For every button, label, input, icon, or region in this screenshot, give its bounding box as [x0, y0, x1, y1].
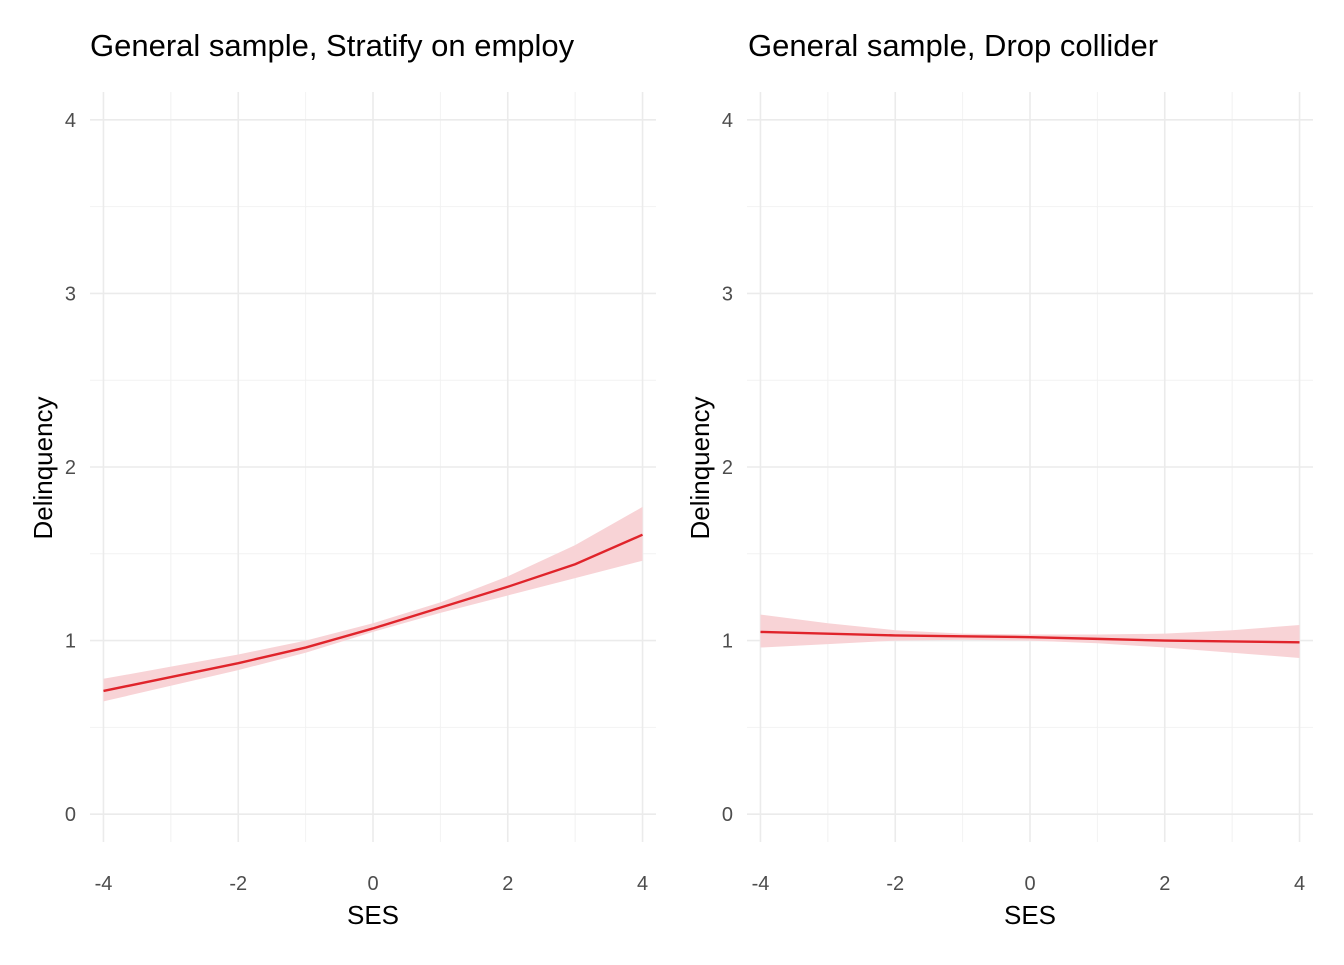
- panel-title: General sample, Stratify on employ: [90, 28, 575, 63]
- x-tick-label: 2: [502, 873, 513, 895]
- y-tick-label: 1: [65, 631, 76, 653]
- x-tick-label: 0: [367, 873, 378, 895]
- x-tick-label: -4: [752, 873, 770, 895]
- panel-stratify-on-employ: -4 -2 0 2 4 0 1 2 3 4 General sample, Stratify on…: [28, 28, 656, 930]
- y-tick-label: 3: [65, 283, 76, 305]
- y-tick-label: 2: [722, 457, 733, 479]
- y-tick-label: 0: [65, 804, 76, 826]
- y-tick-label: 2: [65, 457, 76, 479]
- panel-title: General sample, Drop collider: [748, 28, 1158, 63]
- x-tick-label: -2: [886, 873, 904, 895]
- y-tick-label: 0: [722, 804, 733, 826]
- x-tick-label: 2: [1159, 873, 1170, 895]
- y-tick-label: 4: [65, 110, 76, 132]
- y-tick-label: 1: [722, 631, 733, 653]
- x-tick-label: -4: [95, 873, 113, 895]
- y-tick-label: 3: [722, 283, 733, 305]
- x-axis-title: SES: [1004, 900, 1056, 930]
- x-tick-label: 0: [1024, 873, 1035, 895]
- x-axis-title: SES: [347, 900, 399, 930]
- tick-labels: -4 -2 0 2 4 0 1 2 3 4: [65, 110, 648, 895]
- panel-grid: [747, 92, 1313, 842]
- panel-drop-collider: -4 -2 0 2 4 0 1 2 3 4 General sample, Drop collid…: [685, 28, 1313, 930]
- panel-grid: [90, 92, 656, 842]
- x-tick-label: 4: [1294, 873, 1305, 895]
- tick-labels: -4 -2 0 2 4 0 1 2 3 4: [722, 110, 1305, 895]
- y-axis-title: Delinquency: [685, 396, 715, 539]
- y-tick-label: 4: [722, 110, 733, 132]
- x-tick-label: 4: [637, 873, 648, 895]
- x-tick-label: -2: [229, 873, 247, 895]
- y-axis-title: Delinquency: [28, 396, 58, 539]
